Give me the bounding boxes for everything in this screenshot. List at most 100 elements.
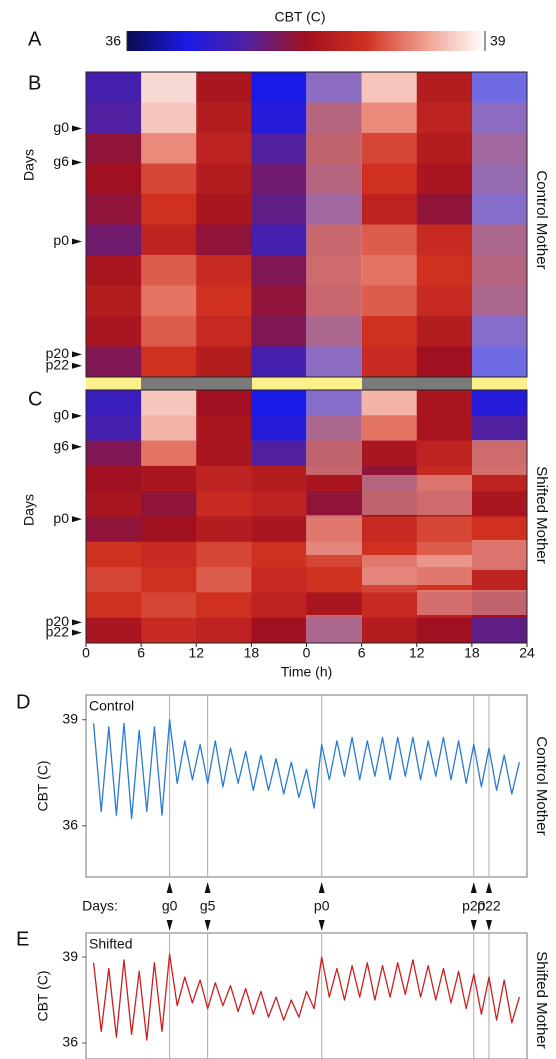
heatmap-cell	[471, 133, 528, 164]
day-marker	[72, 159, 82, 166]
heatmap-cell	[471, 541, 528, 568]
light-phase-shade	[306, 515, 362, 555]
panel-label: A	[28, 28, 42, 50]
heatmap-cell	[471, 224, 528, 256]
heatmap-cell	[471, 440, 528, 467]
heatmap-cell	[306, 390, 363, 416]
heatmap-cell	[471, 617, 528, 644]
y-tick-label: p0	[53, 232, 69, 248]
heatmap-cell	[416, 194, 473, 225]
inset-title: Control	[89, 698, 134, 714]
day-marker-label: g0	[162, 898, 178, 914]
heatmap-cell	[196, 617, 252, 644]
heatmap-cell	[251, 440, 307, 467]
heatmap-cell	[251, 491, 307, 517]
heatmap-cell	[141, 390, 197, 416]
heatmap-cell	[196, 224, 252, 256]
y-tick-label: 39	[62, 948, 78, 964]
heatmap-cell	[196, 72, 252, 103]
heatmap-cell	[306, 346, 363, 378]
dark-bar	[141, 377, 252, 390]
heatmap-cell	[141, 72, 197, 103]
heatmap-cell	[196, 415, 252, 442]
y-tick-label: 39	[62, 710, 78, 726]
heatmap-cell	[361, 516, 418, 543]
heatmap-cell	[196, 285, 252, 317]
cbt-line	[92, 953, 521, 1041]
heatmap-cell	[416, 567, 473, 593]
y-tick-label: p0	[53, 510, 69, 526]
heatmap-cell	[251, 390, 307, 416]
heatmap-cell	[361, 255, 418, 286]
heatmap-cell	[196, 440, 252, 467]
heatmap-cell	[141, 465, 197, 492]
heatmap-cell	[361, 346, 418, 378]
heatmap-cell	[306, 255, 363, 286]
heatmap-cell	[86, 390, 142, 416]
plot-frame	[85, 71, 528, 378]
light-phase-shade	[362, 555, 472, 585]
plot-frame	[85, 694, 528, 878]
heatmap-cell	[306, 102, 363, 134]
heatmap-cell	[251, 617, 307, 644]
heatmap-cell	[306, 133, 363, 164]
heatmap-cell	[141, 102, 197, 134]
heatmap-cell	[471, 72, 528, 103]
heatmap-cell	[251, 224, 307, 256]
heatmap-cell	[361, 133, 418, 164]
heatmap-cell	[361, 491, 418, 517]
heatmap-cell	[361, 194, 418, 225]
heatmap-cell	[86, 255, 142, 286]
heatmap-cell	[361, 592, 418, 619]
y-tick-label: g6	[53, 153, 69, 169]
heatmap-cell	[361, 617, 418, 644]
day-marker	[72, 362, 82, 369]
plot-frame	[85, 932, 528, 1059]
heatmap-cell	[141, 592, 197, 619]
heatmap-cell	[86, 316, 142, 347]
heatmap-cell	[471, 390, 528, 416]
heatmap-cell	[141, 285, 197, 317]
heatmap-cell	[251, 465, 307, 492]
heatmap-cell	[86, 224, 142, 256]
heatmap-cell	[416, 346, 473, 378]
heatmap-cell	[361, 316, 418, 347]
x-tick-label: 24	[519, 645, 535, 661]
up-arrow	[204, 882, 211, 893]
up-arrow	[485, 882, 492, 893]
colorbar-tick-label: 39	[490, 33, 506, 49]
heatmap-cell	[86, 465, 142, 492]
colorbar-tick-label: 36	[105, 33, 121, 49]
heatmap-cell	[361, 163, 418, 195]
heatmap-cell	[306, 72, 363, 103]
heatmap-cell	[306, 316, 363, 347]
heatmap-cell	[141, 133, 197, 164]
heatmap-cell	[86, 617, 142, 644]
heatmap-cell	[416, 617, 473, 644]
up-arrow	[470, 882, 477, 893]
heatmap-cell	[416, 102, 473, 134]
day-marker	[72, 443, 82, 450]
heatmap-cell	[141, 194, 197, 225]
heatmap-cell	[306, 592, 363, 619]
heatmap-cell	[416, 255, 473, 286]
side-title: Shifted Mother	[533, 951, 550, 1049]
y-axis-label: Days	[21, 149, 37, 181]
heatmap-cell	[196, 541, 252, 568]
heatmap-cell	[361, 567, 418, 593]
heatmap-cell	[416, 390, 473, 416]
heatmap-cell	[251, 285, 307, 317]
heatmap-cell	[416, 316, 473, 347]
heatmap-cell	[416, 516, 473, 543]
down-arrow	[470, 920, 477, 931]
heatmap-cell	[86, 516, 142, 543]
heatmap-cell	[471, 163, 528, 195]
heatmap-cell	[141, 163, 197, 195]
heatmap-cell	[86, 163, 142, 195]
y-tick-label: g0	[53, 407, 69, 423]
day-marker	[72, 125, 82, 132]
y-tick-label: p20	[46, 345, 70, 361]
y-tick-label: g0	[53, 119, 69, 135]
heatmap-cell	[306, 163, 363, 195]
y-tick-label: g6	[53, 437, 69, 453]
